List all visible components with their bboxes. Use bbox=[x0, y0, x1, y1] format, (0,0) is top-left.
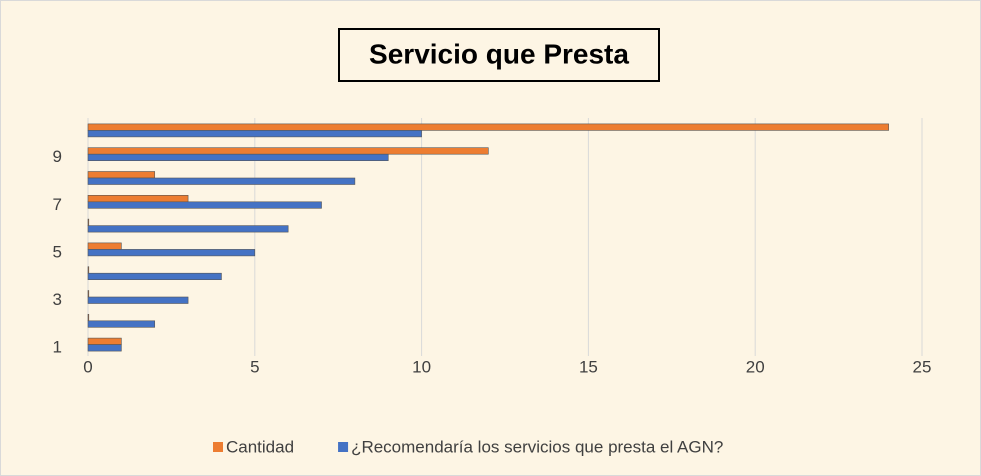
legend-label: Cantidad bbox=[226, 437, 294, 456]
x-tick-label: 5 bbox=[250, 357, 259, 376]
chart-title: Servicio que Presta bbox=[369, 38, 629, 69]
bar bbox=[87, 296, 189, 304]
y-tick-label: 9 bbox=[53, 147, 62, 166]
bar bbox=[87, 225, 289, 233]
legend-swatch bbox=[213, 442, 223, 452]
bar bbox=[87, 344, 122, 352]
x-tick-label: 10 bbox=[412, 357, 431, 376]
legend-label: ¿Recomendaría los servicios que presta e… bbox=[351, 437, 723, 456]
x-tick-label: 20 bbox=[746, 357, 765, 376]
bar bbox=[87, 242, 122, 250]
bar bbox=[87, 130, 422, 138]
title-box bbox=[338, 28, 660, 82]
bar bbox=[87, 249, 256, 257]
x-tick-label: 15 bbox=[579, 357, 598, 376]
bar bbox=[87, 337, 122, 345]
bar bbox=[87, 123, 889, 131]
x-tick-label: 25 bbox=[913, 357, 932, 376]
x-tick-label: 0 bbox=[83, 357, 92, 376]
bar bbox=[87, 266, 90, 274]
bar bbox=[87, 320, 156, 328]
bar bbox=[87, 171, 156, 179]
y-tick-label: 1 bbox=[53, 338, 62, 357]
bar bbox=[87, 153, 389, 161]
bar bbox=[87, 272, 222, 281]
y-tick-label: 5 bbox=[53, 242, 62, 261]
bar bbox=[87, 218, 90, 226]
bar bbox=[87, 290, 90, 298]
legend-swatch bbox=[338, 442, 349, 452]
bar bbox=[87, 313, 90, 322]
bar bbox=[87, 201, 322, 209]
bar bbox=[87, 195, 189, 203]
y-tick-label: 7 bbox=[53, 195, 62, 214]
bar bbox=[87, 177, 356, 185]
bar bbox=[87, 147, 489, 155]
y-tick-label: 3 bbox=[53, 290, 62, 309]
